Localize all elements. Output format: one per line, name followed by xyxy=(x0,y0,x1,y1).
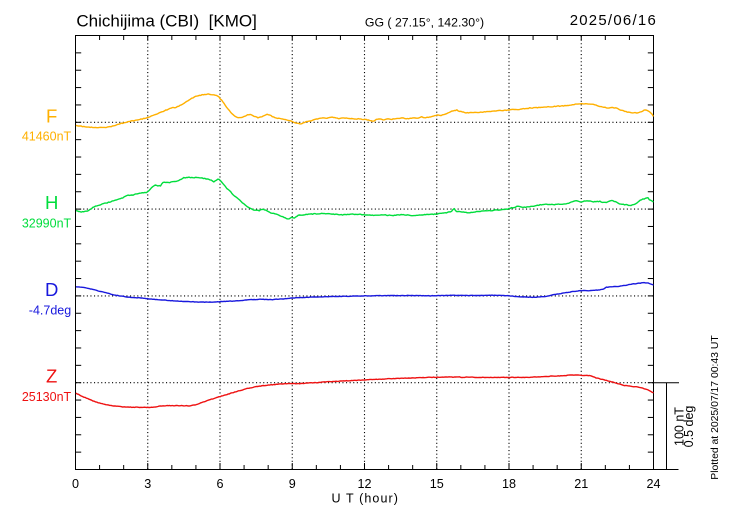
svg-text:3: 3 xyxy=(144,477,151,491)
svg-text:32990nT: 32990nT xyxy=(22,217,72,231)
svg-text:21: 21 xyxy=(574,477,588,491)
svg-text:Z: Z xyxy=(46,366,57,387)
svg-text:GG ( 27.15°, 142.30°): GG ( 27.15°, 142.30°) xyxy=(365,16,484,30)
svg-text:24: 24 xyxy=(646,477,660,491)
svg-text:100 nT: 100 nT xyxy=(673,407,687,446)
svg-text:9: 9 xyxy=(289,477,296,491)
svg-text:F: F xyxy=(46,105,57,126)
svg-text:41460nT: 41460nT xyxy=(22,130,72,144)
svg-text:0: 0 xyxy=(72,477,79,491)
svg-text:25130nT: 25130nT xyxy=(22,390,72,404)
svg-text:D: D xyxy=(45,279,58,300)
svg-text:Plotted at 2025/07/17 00:43 UT: Plotted at 2025/07/17 00:43 UT xyxy=(710,335,721,480)
svg-text:U T (hour): U T (hour) xyxy=(332,492,400,506)
svg-text:12: 12 xyxy=(357,477,371,491)
svg-text:18: 18 xyxy=(502,477,516,491)
svg-text:15: 15 xyxy=(430,477,444,491)
svg-text:Chichijima (CBI) [KMO]: Chichijima (CBI) [KMO] xyxy=(76,11,256,30)
svg-text:-4.7deg: -4.7deg xyxy=(29,303,71,317)
svg-text:0.5 deg: 0.5 deg xyxy=(682,406,696,448)
svg-text:2025/06/16: 2025/06/16 xyxy=(570,13,657,29)
svg-text:H: H xyxy=(45,192,58,213)
svg-text:6: 6 xyxy=(216,477,223,491)
